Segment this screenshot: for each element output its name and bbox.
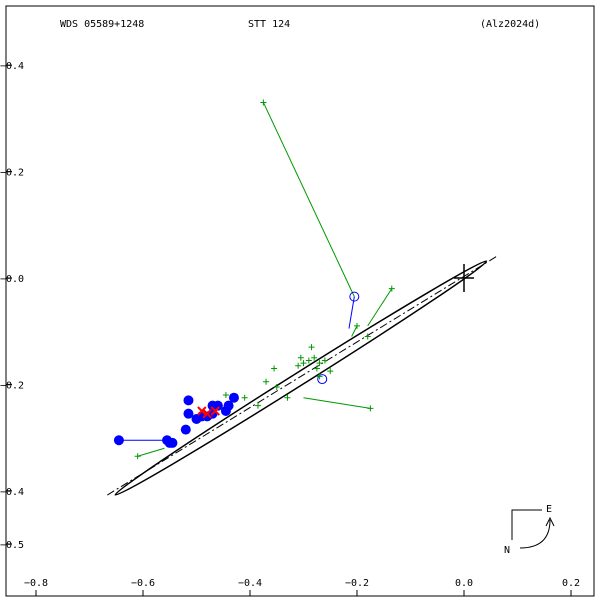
measure-point-plus	[316, 373, 323, 380]
x-tick-label: −0.8	[24, 578, 48, 589]
system-name: STT 124	[248, 19, 290, 30]
x-tick-label: 0.0	[455, 578, 473, 589]
compass-east-label: E	[546, 504, 552, 515]
measure-point-filled	[223, 400, 234, 411]
measure-point-plus	[388, 285, 395, 292]
measure-point-red	[210, 406, 220, 416]
measure-point-red	[202, 408, 212, 419]
measure-point-plus	[300, 360, 307, 367]
x-tick-label: 0.2	[562, 578, 580, 589]
measure-point-plus	[367, 405, 374, 412]
axis-ticks: −0.8 −0.6 −0.4 −0.2 0.0 0.2 −0.4 −0.2 −0.0 −0.2 −0…	[0, 61, 580, 596]
residual-line-blue	[348, 296, 355, 329]
measure-point-plus	[263, 378, 270, 385]
measure-point-open	[349, 291, 360, 302]
residual-line	[303, 397, 371, 409]
measure-point-filled	[167, 437, 178, 448]
plot-frame	[5, 5, 595, 597]
measure-point-plus	[222, 392, 229, 399]
orbit-layer	[105, 256, 497, 497]
compass-corner	[511, 509, 542, 540]
wds-designation: WDS 05589+1248	[60, 19, 144, 30]
y-tick-label: −0.2	[0, 168, 24, 179]
measure-point-plus	[255, 402, 262, 409]
measure-point-plus	[134, 453, 141, 460]
compass-arrowhead-icon	[545, 516, 555, 527]
orbit-reference: (Alz2024d)	[480, 19, 540, 30]
x-tick-label: −0.4	[238, 578, 262, 589]
measure-point-filled	[183, 395, 194, 406]
y-tick-label: −0.4	[0, 487, 24, 498]
measure-point-filled	[180, 424, 191, 435]
measure-point-plus	[364, 333, 371, 340]
residual-line	[367, 288, 393, 327]
measure-point-plus	[284, 394, 291, 401]
y-tick-label: −0.2	[0, 380, 24, 391]
measure-point-filled	[113, 435, 124, 446]
measure-point-filled	[183, 408, 194, 419]
measure-point-red	[197, 406, 207, 416]
measure-point-plus	[316, 360, 323, 367]
measure-point-plus	[308, 344, 315, 351]
measure-point-plus	[260, 99, 267, 106]
x-tick-label: −0.2	[345, 578, 369, 589]
measure-point-filled	[228, 392, 239, 403]
measure-point-plus	[354, 322, 360, 329]
compass: E N	[504, 504, 555, 556]
residual-layer	[118, 102, 393, 457]
measure-point-plus	[327, 368, 334, 375]
orbit-ellipse	[114, 260, 488, 496]
compass-arrow	[519, 519, 551, 549]
measure-point-plus	[311, 354, 318, 361]
measure-point-plus	[321, 357, 328, 364]
y-tick-label: −0.0	[0, 274, 24, 285]
measure-point-plus	[271, 365, 278, 372]
residual-line	[351, 325, 358, 337]
y-tick-label: −0.4	[0, 61, 24, 72]
measure-point-plus	[295, 362, 302, 369]
residual-line	[262, 102, 355, 297]
measure-point-open	[317, 374, 328, 385]
x-tick-label: −0.6	[131, 578, 155, 589]
measure-point-plus	[241, 394, 248, 401]
measure-point-plus	[313, 365, 320, 372]
measure-point-plus	[273, 384, 280, 391]
y-tick-label: −0.5	[0, 540, 24, 551]
measure-point-plus	[305, 357, 312, 364]
residual-line	[137, 447, 165, 457]
line-of-nodes	[105, 256, 497, 497]
measure-point-filled	[212, 400, 223, 411]
compass-north-label: N	[504, 545, 510, 556]
measure-point-plus	[297, 354, 304, 361]
points-layer	[113, 99, 395, 460]
